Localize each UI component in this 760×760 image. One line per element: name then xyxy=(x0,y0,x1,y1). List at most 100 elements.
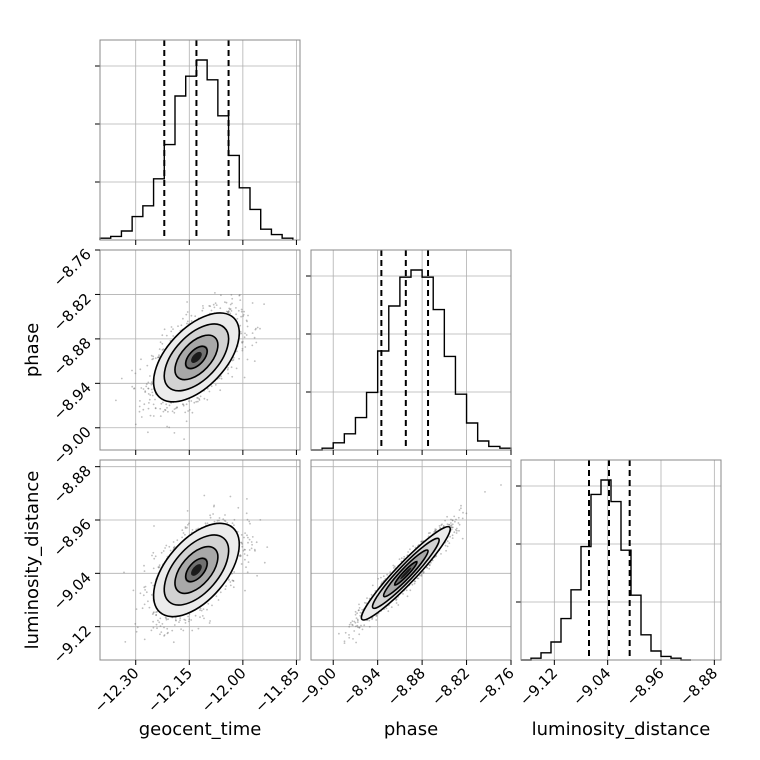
sample-point xyxy=(220,294,222,297)
sample-point xyxy=(227,311,229,314)
sample-point xyxy=(438,525,441,527)
sample-point xyxy=(453,531,456,534)
sample-point xyxy=(159,341,162,344)
sample-point xyxy=(163,635,166,637)
sample-point xyxy=(176,406,178,408)
sample-point xyxy=(228,579,230,581)
sample-point xyxy=(414,580,417,583)
sample-point xyxy=(153,525,155,527)
sample-point xyxy=(195,400,198,403)
sample-point xyxy=(392,564,395,567)
sample-point xyxy=(162,348,165,350)
sample-point xyxy=(244,332,246,335)
sample-point xyxy=(224,588,227,590)
sample-point xyxy=(134,623,137,625)
sample-point xyxy=(242,315,244,318)
sample-point xyxy=(198,399,201,401)
sample-point xyxy=(256,574,258,577)
sample-point xyxy=(395,602,398,604)
sample-point xyxy=(248,549,251,551)
sample-point xyxy=(353,630,356,632)
sample-point xyxy=(158,621,161,624)
sample-point xyxy=(167,631,169,634)
y-tick-label: −8.88 xyxy=(50,334,95,379)
sample-point xyxy=(199,616,201,618)
sample-point xyxy=(412,545,414,547)
sample-point xyxy=(420,575,423,577)
sample-point xyxy=(170,326,173,328)
panel-phase-luminosity_distance xyxy=(338,484,502,644)
y-tick-label: −8.82 xyxy=(50,290,95,335)
sample-point xyxy=(220,377,223,380)
sample-point xyxy=(229,308,232,310)
contour-line xyxy=(393,560,418,586)
sample-point xyxy=(353,620,356,623)
sample-point xyxy=(179,619,181,622)
sample-point xyxy=(458,529,460,532)
sample-point xyxy=(233,524,235,527)
sample-point xyxy=(220,375,222,378)
sample-point xyxy=(138,410,141,413)
sample-point xyxy=(191,629,194,632)
sample-point xyxy=(365,602,368,604)
sample-point xyxy=(142,388,145,390)
sample-point xyxy=(500,484,502,486)
sample-point xyxy=(247,314,249,317)
sample-point xyxy=(393,567,395,569)
sample-point xyxy=(251,332,254,334)
sample-point xyxy=(190,400,193,402)
sample-point xyxy=(389,571,392,573)
sample-point xyxy=(259,519,262,521)
sample-point xyxy=(187,615,190,618)
sample-point xyxy=(355,625,357,628)
sample-point xyxy=(193,401,196,404)
sample-point xyxy=(461,537,464,540)
sample-point xyxy=(144,585,147,588)
sample-point xyxy=(402,593,404,595)
sample-point xyxy=(202,305,204,307)
sample-point xyxy=(232,359,235,361)
sample-point xyxy=(417,577,420,580)
panel-frame xyxy=(99,459,301,661)
sample-point xyxy=(176,539,179,542)
sample-point xyxy=(172,541,175,543)
sample-point xyxy=(242,549,245,552)
sample-point xyxy=(226,522,229,524)
sample-point xyxy=(219,389,222,392)
sample-point xyxy=(181,529,184,531)
sample-point xyxy=(440,524,443,527)
x-axis-label: luminosity_distance xyxy=(532,719,711,740)
sample-point xyxy=(206,398,209,401)
sample-point xyxy=(169,549,172,552)
sample-point xyxy=(219,591,222,594)
sample-point xyxy=(397,604,400,606)
sample-point xyxy=(186,322,188,325)
sample-point xyxy=(143,570,146,572)
sample-point xyxy=(343,642,346,644)
sample-point xyxy=(434,530,436,533)
sample-point xyxy=(434,529,437,532)
sample-point xyxy=(354,621,357,624)
sample-point xyxy=(152,567,155,570)
density-level xyxy=(400,567,412,580)
sample-point xyxy=(158,348,161,350)
sample-point xyxy=(165,618,168,621)
sample-point xyxy=(123,571,125,574)
histogram-phase xyxy=(311,269,512,451)
sample-point xyxy=(134,372,137,375)
sample-point xyxy=(187,523,189,526)
x-tick-label: −8.88 xyxy=(384,664,429,709)
panel-frame xyxy=(520,459,722,661)
sample-point xyxy=(455,518,457,521)
sample-point xyxy=(380,576,382,579)
sample-point xyxy=(393,565,396,568)
sample-point xyxy=(171,629,174,632)
sample-point xyxy=(243,553,246,555)
sample-point xyxy=(251,536,254,538)
sample-point xyxy=(395,599,398,602)
sample-point xyxy=(411,583,414,586)
sample-point xyxy=(157,356,159,359)
sample-point xyxy=(198,398,201,400)
sample-point xyxy=(186,311,189,313)
